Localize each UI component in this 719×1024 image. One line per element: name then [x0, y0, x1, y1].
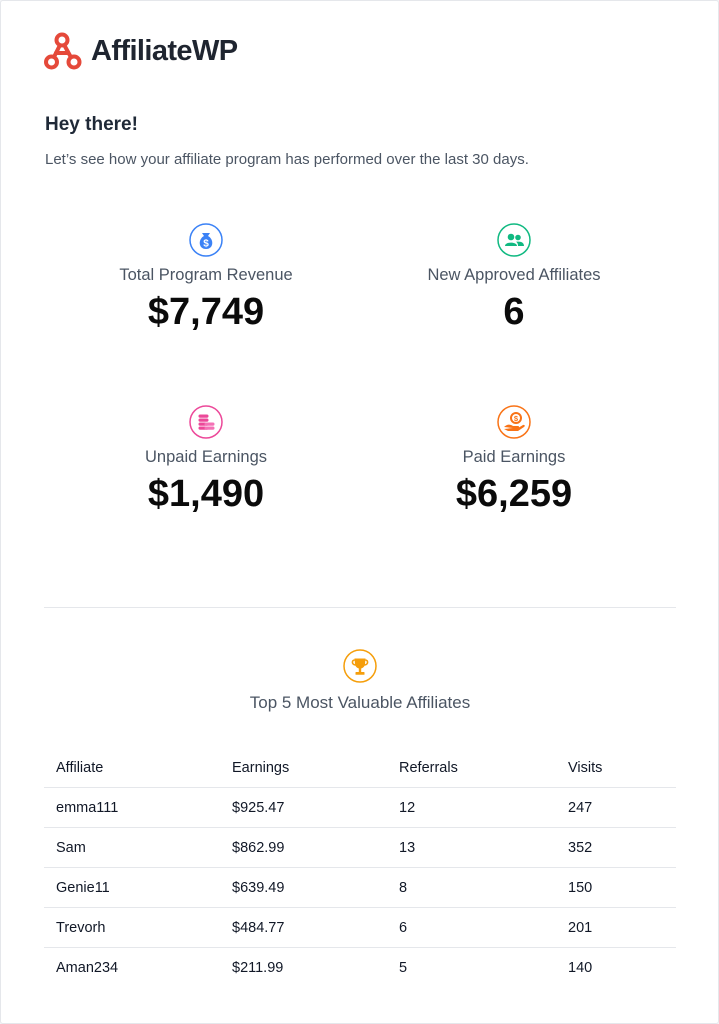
svg-text:$: $ [514, 414, 519, 423]
stat-label: New Approved Affiliates [427, 266, 601, 284]
trophy-icon [343, 649, 377, 683]
affiliate-cell: Sam [56, 839, 86, 856]
brand-logo[interactable]: AffiliateWP [44, 31, 238, 71]
stat-label: Total Program Revenue [119, 266, 293, 284]
svg-text:$: $ [203, 239, 209, 250]
stat-total-revenue: $ Total Program Revenue $7,749 [51, 223, 361, 334]
visits-cell: 150 [568, 879, 593, 896]
table-header-row: Affiliate Earnings Referrals Visits [44, 748, 676, 788]
referrals-cell: 5 [399, 959, 408, 976]
stat-paid-earnings: $ Paid Earnings $6,259 [359, 405, 669, 516]
column-header-affiliate: Affiliate [56, 759, 104, 776]
visits-cell: 201 [568, 919, 593, 936]
stat-new-affiliates: New Approved Affiliates 6 [359, 223, 669, 334]
visits-cell: 352 [568, 839, 593, 856]
affiliatewp-logo-icon [44, 32, 82, 70]
table-row: Aman234 $211.99 5 140 [44, 948, 676, 988]
earnings-cell: $639.49 [232, 879, 285, 896]
referrals-cell: 8 [399, 879, 408, 896]
money-bag-icon: $ [189, 223, 223, 257]
hand-coin-icon: $ [497, 405, 531, 439]
top-affiliates-header: Top 5 Most Valuable Affiliates [44, 649, 676, 715]
users-icon [497, 223, 531, 257]
table-row: Trevorh $484.77 6 201 [44, 908, 676, 948]
stat-value: $7,749 [147, 291, 265, 333]
table-row: emma111 $925.47 12 247 [44, 788, 676, 828]
table-row: Genie11 $639.49 8 150 [44, 868, 676, 908]
visits-cell: 247 [568, 799, 593, 816]
visits-cell: 140 [568, 959, 593, 976]
referrals-cell: 6 [399, 919, 408, 936]
stat-value: 6 [503, 291, 525, 333]
column-header-referrals: Referrals [399, 759, 458, 776]
stat-label: Unpaid Earnings [145, 448, 267, 466]
referrals-cell: 12 [399, 799, 416, 816]
stat-value: $1,490 [147, 473, 265, 515]
affiliate-cell: Aman234 [56, 959, 119, 976]
column-header-earnings: Earnings [232, 759, 290, 776]
affiliate-cell: emma111 [56, 799, 119, 816]
top-affiliates-table: Affiliate Earnings Referrals Visits emma… [44, 748, 676, 987]
intro-text: Let’s see how your affiliate program has… [45, 151, 529, 168]
stat-label: Paid Earnings [462, 448, 566, 466]
top-affiliates-title: Top 5 Most Valuable Affiliates [249, 693, 471, 712]
affiliate-cell: Trevorh [56, 919, 106, 936]
stat-unpaid-earnings: Unpaid Earnings $1,490 [51, 405, 361, 516]
greeting-heading: Hey there! [45, 114, 138, 135]
brand-name: AffiliateWP [91, 35, 238, 67]
affiliate-cell: Genie11 [56, 879, 110, 896]
earnings-cell: $925.47 [232, 799, 285, 816]
referrals-cell: 13 [399, 839, 416, 856]
table-row: Sam $862.99 13 352 [44, 828, 676, 868]
stat-value: $6,259 [455, 473, 573, 515]
earnings-cell: $211.99 [232, 959, 284, 976]
earnings-cell: $484.77 [232, 919, 285, 936]
earnings-cell: $862.99 [232, 839, 285, 856]
section-divider [44, 607, 676, 608]
coins-icon [189, 405, 223, 439]
column-header-visits: Visits [568, 759, 603, 776]
